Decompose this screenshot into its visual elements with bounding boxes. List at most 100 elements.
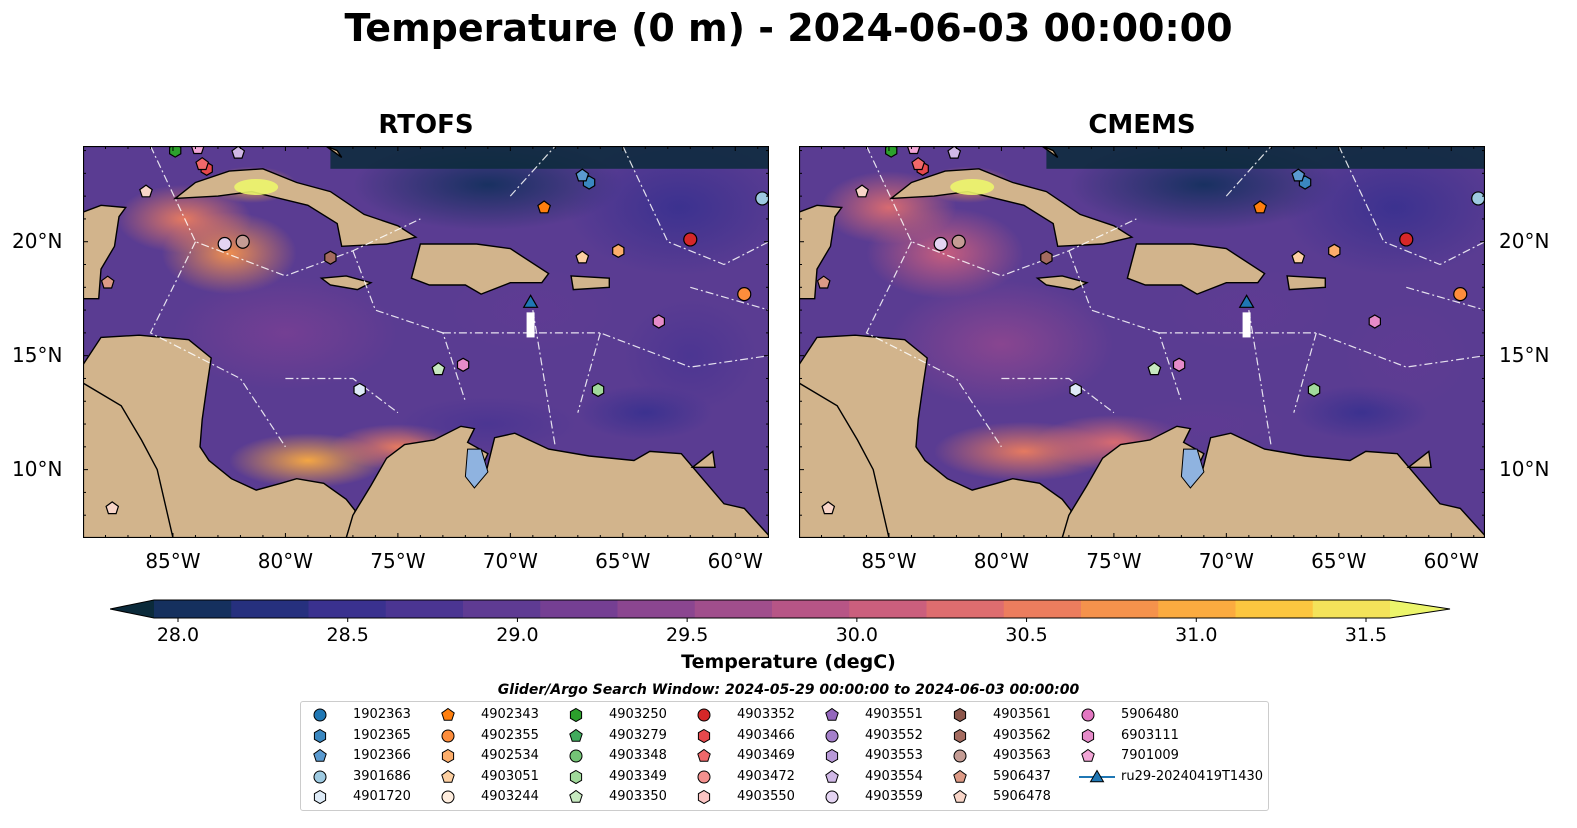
legend-marker-4902534	[441, 748, 455, 764]
legend-symbol	[1089, 769, 1105, 782]
legend-label: 4903348	[609, 748, 667, 763]
rtofs-land-centralam_n	[83, 334, 356, 538]
cmems-land-yucatan	[799, 146, 843, 300]
legend-symbol	[825, 790, 839, 804]
legend-symbol	[953, 707, 967, 723]
cmems-land-hispaniola	[1126, 243, 1266, 295]
rtofs-marker-4903562	[324, 250, 337, 265]
rtofs-eez-boundary	[690, 286, 769, 311]
colorbar-segment	[772, 600, 850, 618]
colorbar-segment	[463, 600, 541, 618]
rtofs-marker-4902343	[537, 200, 552, 214]
legend-label: 1902363	[353, 707, 411, 722]
cmems-marker-4903554	[947, 146, 962, 159]
cmems-marker-1902366	[1291, 168, 1306, 182]
search-window-text: Glider/Argo Search Window: 2024-05-29 00…	[497, 682, 1080, 698]
legend-symbol	[313, 770, 327, 783]
rtofs-land-yucatan	[83, 146, 127, 300]
legend-symbol	[697, 789, 711, 805]
legend: 1902363 1902365 1902366 3901686 4901720 49023…	[300, 701, 1269, 811]
legend-symbol	[953, 749, 967, 763]
cmems-eez-boundary	[1001, 377, 1115, 414]
legend-symbol	[953, 789, 967, 803]
legend-label: 4903554	[865, 768, 923, 784]
legend-marker-3901686	[313, 770, 327, 783]
colorbar-tick-label: 31.0	[1175, 624, 1218, 646]
y-tick-label-left: 20°N	[12, 228, 63, 253]
rtofs-cool-band	[330, 146, 769, 169]
y-tick-label-left: 15°N	[12, 342, 63, 367]
legend-symbol	[697, 770, 711, 783]
rtofs-temperature-patch	[566, 146, 769, 276]
legend-symbol	[1081, 728, 1095, 743]
legend-label: 4903561	[993, 707, 1051, 722]
rtofs-marker-5906478	[105, 501, 120, 515]
rtofs-land-puertorico	[570, 275, 610, 291]
legend-symbol	[441, 790, 455, 804]
legend-label: 4902343	[481, 707, 539, 722]
x-tick-label: 60°W	[707, 549, 763, 573]
legend-marker-4903553	[825, 748, 839, 764]
legend-label: 4903466	[737, 727, 795, 743]
rtofs-land-jamaica	[319, 275, 373, 291]
cmems-marker-4901720	[1069, 382, 1082, 398]
rtofs-eez-boundary	[622, 146, 769, 266]
legend-symbol	[825, 748, 839, 764]
rtofs-temperature-patch	[172, 275, 398, 390]
legend-label: 4903352	[737, 707, 795, 722]
colorbar-tick-label: 29.5	[665, 624, 709, 646]
y-tick-label-right: 20°N	[1499, 228, 1550, 253]
legend-symbol	[313, 789, 327, 805]
colorbar-segment	[617, 600, 696, 618]
cmems-marker-4903559	[933, 236, 948, 252]
legend-label: 4903051	[481, 768, 539, 784]
colorbar-segment	[154, 600, 232, 618]
legend-marker-6903111	[1081, 728, 1095, 743]
cmems-land-centralam_n	[799, 334, 1072, 538]
legend-label: 4902534	[481, 748, 539, 763]
legend-marker-4903469	[697, 748, 711, 762]
cmems-eez-boundary	[865, 146, 1137, 277]
rtofs-marker-7901009	[190, 146, 205, 155]
cmems-glider-track	[1242, 312, 1251, 338]
colorbar-segment	[385, 600, 464, 618]
cmems-marker-4902355	[1453, 287, 1468, 302]
legend-label: 4903250	[609, 707, 667, 722]
rtofs-temperature-patch	[622, 298, 758, 413]
legend-symbol	[569, 769, 583, 784]
x-tick-label: 75°W	[370, 549, 426, 573]
cmems-land-jamaica	[1035, 275, 1089, 291]
legend-marker-7901009	[1081, 748, 1095, 762]
map-panel-rtofs	[83, 146, 769, 538]
legend-symbol	[569, 749, 583, 763]
legend-marker-4903554	[825, 769, 839, 783]
legend-label: 5906437	[993, 768, 1051, 784]
colorbar-segment	[849, 600, 927, 618]
legend-label: 4903563	[993, 748, 1051, 763]
rtofs-frame	[83, 146, 769, 538]
cmems-eez-boundary	[1158, 332, 1485, 368]
legend-label: 4903562	[993, 727, 1051, 743]
cmems-temperature-patch	[1282, 146, 1485, 276]
legend-label: 4903350	[609, 789, 667, 804]
rtofs-marker-4902355	[737, 287, 752, 302]
legend-label: 4903559	[865, 789, 923, 804]
legend-label: 1902365	[353, 727, 411, 743]
x-tick-label: 65°W	[1311, 549, 1367, 573]
legend-marker-4903349	[569, 769, 583, 784]
colorbar-tick-label: 30.0	[835, 624, 878, 646]
rtofs-marker-4903352	[683, 232, 698, 247]
legend-label: 4901720	[353, 789, 411, 804]
legend-marker-1902366	[313, 748, 327, 762]
x-tick-label: 80°W	[257, 549, 314, 573]
legend-symbol	[313, 748, 327, 762]
cmems-marker-5906437	[816, 275, 831, 289]
panel-title-rtofs: RTOFS	[378, 110, 474, 140]
legend-symbol	[825, 769, 839, 783]
cmems-eez-boundary	[1293, 332, 1317, 413]
legend-label: 5906478	[993, 789, 1051, 804]
rtofs-eez-boundary	[532, 310, 556, 447]
colorbar	[110, 599, 1451, 622]
rtofs-marker-4903350	[431, 362, 446, 376]
legend-symbol	[441, 769, 455, 783]
